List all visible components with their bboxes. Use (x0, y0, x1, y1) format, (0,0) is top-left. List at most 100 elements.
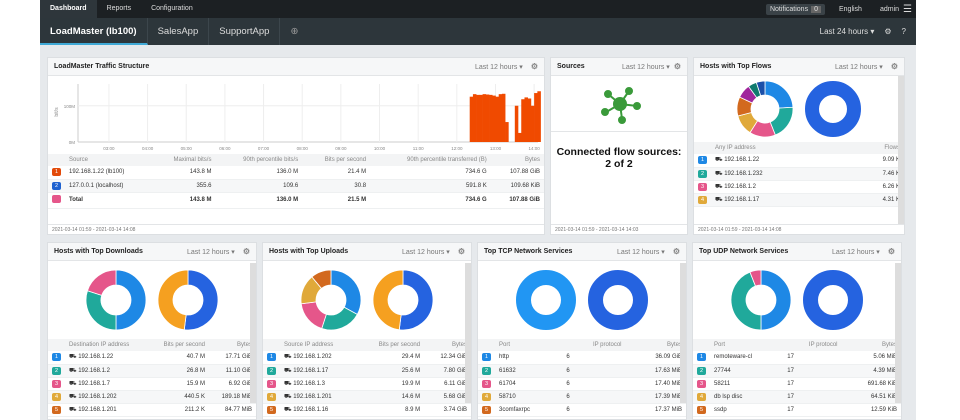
menu-icon[interactable]: ☰ (903, 3, 912, 15)
column-header[interactable]: Flows (843, 142, 904, 154)
donut-slice[interactable] (115, 269, 147, 331)
table-row[interactable]: 3 ⛟ 192.168.1.3 19.9 M 6.11 GiB (263, 377, 471, 391)
help-icon[interactable]: ? (901, 27, 906, 36)
column-header[interactable]: IP protocol (783, 339, 842, 351)
donut-slice[interactable] (516, 270, 576, 330)
add-tab-icon[interactable]: ⊕ (290, 26, 299, 37)
gear-icon[interactable]: ⚙ (530, 62, 538, 71)
gear-icon[interactable]: ⚙ (672, 247, 680, 256)
donut-slice[interactable] (372, 269, 404, 331)
table-row[interactable]: 5 ⛟ 192.168.1.16 8.9 M 3.74 GiB (263, 403, 471, 417)
table-row[interactable]: 4 db lsp disc 17 64.51 KiB (693, 390, 901, 404)
donut-slice[interactable] (157, 269, 189, 331)
gear-icon[interactable]: ⚙ (890, 62, 898, 71)
column-header[interactable]: Bytes (841, 339, 901, 351)
range-select[interactable]: Last 12 hours ▾ (186, 248, 235, 256)
table-row[interactable]: 2 ⛟ 192.168.1.232 7.46 K (694, 167, 904, 181)
table-row[interactable]: 2 27744 17 4.39 MiB (693, 364, 901, 378)
table-row[interactable]: 4 ⛟ 192.168.1.17 4.31 K (694, 193, 904, 207)
range-select[interactable]: Last 12 hours ▾ (621, 63, 670, 71)
column-header[interactable]: 90th percentile transferred (B) (370, 154, 491, 166)
range-select[interactable]: Last 12 hours ▾ (831, 248, 880, 256)
donut-slice[interactable] (85, 290, 117, 331)
tab-salesapp[interactable]: SalesApp (148, 18, 210, 45)
gear-icon[interactable]: ⚙ (242, 247, 250, 256)
table-row[interactable]: 1 192.168.1.22 (lb100) 143.8 M 136.0 M 21.4 … (48, 166, 544, 180)
donut-chart (736, 80, 794, 138)
table-row[interactable]: 4 ⛟ 192.168.1.201 14.6 M 5.68 GiB (263, 390, 471, 404)
scrollbar[interactable] (898, 76, 904, 224)
time-range-select[interactable]: Last 24 hours ▾ (819, 27, 875, 36)
donut-slice[interactable] (300, 301, 327, 330)
column-header[interactable]: Maximal bits/s (152, 154, 216, 166)
range-select[interactable]: Last 12 hours ▾ (834, 63, 883, 71)
scrollbar[interactable] (895, 263, 901, 403)
table-row[interactable]: 1 ⛟ 192.168.1.202 29.4 M 12.34 GiB (263, 351, 471, 365)
table-row[interactable]: 2 ⛟ 192.168.1.17 25.6 M 7.80 GiB (263, 364, 471, 378)
column-header[interactable]: Source (65, 154, 153, 166)
table-row[interactable]: 1 http 6 36.09 GiB (478, 351, 686, 365)
table-row[interactable]: 1 ⛟ 192.168.1.22 40.7 M 17.71 GiB (48, 351, 256, 365)
notifications-button[interactable]: Notifications 0 (765, 3, 825, 15)
donut-slice[interactable] (183, 269, 219, 331)
column-header[interactable]: Destination IP address (65, 339, 149, 351)
donut-slice[interactable] (588, 270, 648, 330)
donut-slice[interactable] (398, 269, 434, 331)
scrollbar[interactable] (465, 263, 471, 403)
donut-slice[interactable] (330, 269, 362, 315)
donut-slice[interactable] (749, 269, 762, 287)
table-row[interactable]: 4 58710 6 17.39 MiB (478, 390, 686, 404)
donut-slice[interactable] (730, 271, 762, 331)
donut-slice[interactable] (760, 269, 792, 331)
donut-slice[interactable] (764, 80, 794, 109)
table-row[interactable]: 4 ⛟ 192.168.1.202 440.5 K 189.18 MiB (48, 390, 256, 404)
nav-reports[interactable]: Reports (106, 5, 132, 12)
donut-slice[interactable] (755, 80, 766, 97)
user-menu[interactable]: admin (879, 5, 900, 13)
table-row[interactable]: 5 3comfaxrpc 6 17.37 MiB (478, 403, 686, 417)
donut-slice[interactable] (86, 269, 117, 296)
range-select[interactable]: Last 12 hours ▾ (474, 63, 523, 71)
range-select[interactable]: Last 12 hours ▾ (616, 248, 665, 256)
column-header[interactable]: Bits per second (302, 154, 371, 166)
range-select[interactable]: Last 12 hours ▾ (401, 248, 450, 256)
table-row[interactable]: 1 remoteware-cl 17 5.06 MiB (693, 351, 901, 365)
donut-slice[interactable] (311, 269, 332, 290)
tab-supportapp[interactable]: SupportApp (209, 18, 281, 45)
nav-dashboard[interactable]: Dashboard (40, 0, 97, 18)
column-header[interactable]: Any IP address (711, 142, 844, 154)
table-row[interactable]: 2 ⛟ 192.168.1.2 26.8 M 11.10 GiB (48, 364, 256, 378)
column-header[interactable]: Port (710, 339, 784, 351)
column-header[interactable]: Bytes (424, 339, 471, 351)
gear-icon[interactable]: ⚙ (673, 62, 681, 71)
column-header[interactable]: Bytes (209, 339, 256, 351)
scrollbar[interactable] (680, 263, 686, 403)
table-row[interactable]: 3 58211 17 691.68 KiB (693, 377, 901, 391)
column-header[interactable]: Source IP address (280, 339, 358, 351)
column-header[interactable]: Bytes (490, 154, 544, 166)
nav-configuration[interactable]: Configuration (151, 5, 193, 12)
gear-icon[interactable]: ⚙ (887, 247, 895, 256)
column-header[interactable]: Bits per second (148, 339, 210, 351)
language-select[interactable]: English (838, 5, 862, 13)
gear-icon[interactable]: ⚙ (457, 247, 465, 256)
table-row[interactable]: 3 ⛟ 192.168.1.2 6.26 K (694, 180, 904, 194)
table-row[interactable]: 1 ⛟ 192.168.1.22 9.09 K (694, 154, 904, 168)
column-header[interactable]: Bits per second (357, 339, 425, 351)
column-header[interactable]: 90th percentile bits/s (215, 154, 303, 166)
column-header[interactable]: IP protocol (562, 339, 626, 351)
table-row[interactable]: 5 ssdp 17 12.59 KiB (693, 403, 901, 417)
column-header[interactable]: Bytes (625, 339, 686, 351)
table-row[interactable]: 5 ⛟ 192.168.1.201 211.2 K 84.77 MiB (48, 403, 256, 417)
tab-loadmaster[interactable]: LoadMaster (lb100) (40, 18, 148, 45)
table-row[interactable]: Total 143.8 M 136.0 M 21.5 M 734.6 G 107.88 G… (48, 192, 544, 209)
scrollbar[interactable] (250, 263, 256, 403)
table-row[interactable]: 2 61632 6 17.63 MiB (478, 364, 686, 378)
donut-slice[interactable] (803, 270, 863, 330)
table-row[interactable]: 2 127.0.0.1 (localhost) 355.6 109.6 30.8 591.… (48, 179, 544, 193)
column-header[interactable]: Port (495, 339, 563, 351)
table-row[interactable]: 3 ⛟ 192.168.1.7 15.9 M 6.92 GiB (48, 377, 256, 391)
settings-icon[interactable]: ⚙ (884, 27, 892, 36)
donut-slice[interactable] (805, 81, 861, 137)
table-row[interactable]: 3 61704 6 17.40 MiB (478, 377, 686, 391)
